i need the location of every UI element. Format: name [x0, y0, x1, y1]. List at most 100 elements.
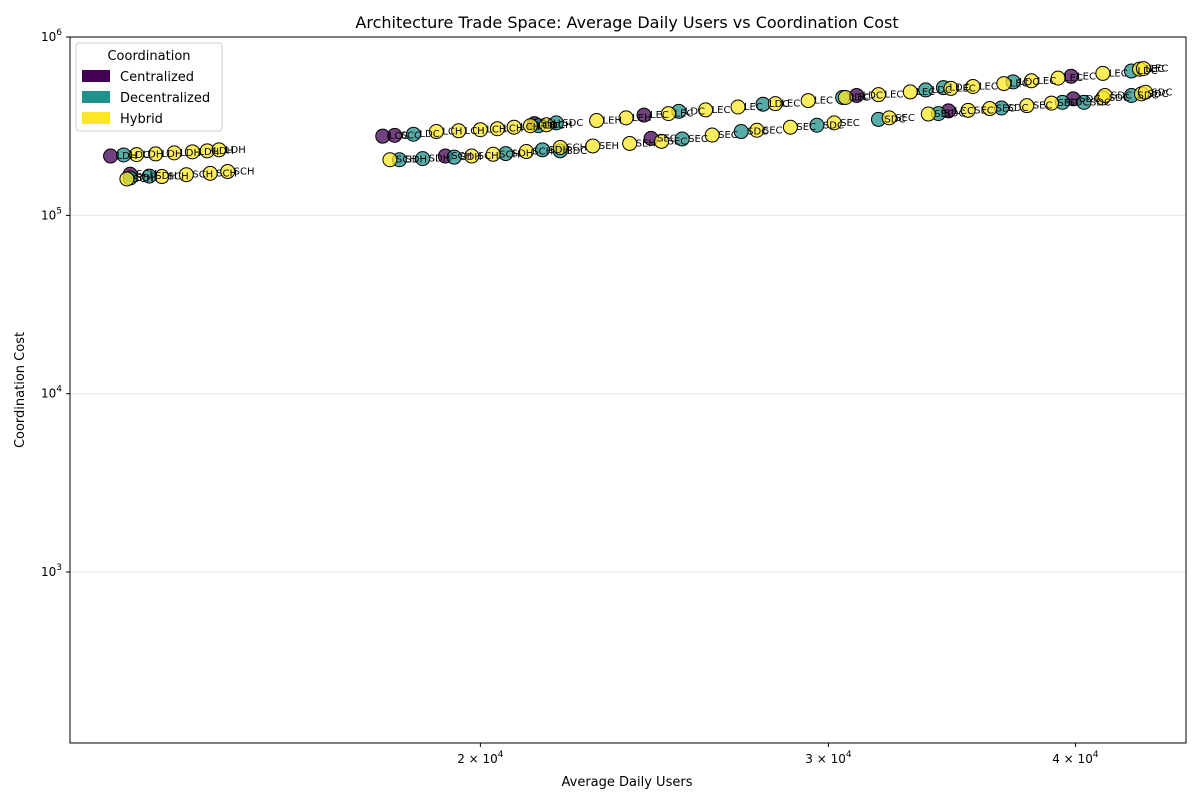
data-point-hybrid — [996, 76, 1012, 92]
data-point-hybrid — [166, 145, 182, 161]
legend-swatch-decentralized — [82, 91, 110, 103]
point-label: SEC — [763, 125, 783, 136]
point-label: LEC — [814, 96, 833, 107]
data-points — [103, 61, 1153, 187]
point-label: LDC — [130, 150, 150, 161]
point-label: SCH — [396, 155, 417, 166]
data-point-hybrid — [1023, 73, 1039, 89]
point-label: LEC — [1077, 71, 1096, 82]
data-point-hybrid — [451, 123, 467, 139]
data-point-hybrid — [618, 110, 634, 126]
point-label: SCH — [234, 167, 255, 178]
data-point-hybrid — [982, 101, 998, 117]
point-label: LCH — [486, 125, 506, 136]
point-label: LEC — [979, 81, 998, 92]
data-point-hybrid — [730, 99, 746, 115]
x-tick-exponent: 4 — [498, 750, 504, 760]
data-point-centralized — [636, 107, 652, 123]
point-label: LCC — [389, 131, 409, 142]
legend-swatch-centralized — [82, 70, 110, 82]
legend-label-hybrid: Hybrid — [120, 112, 163, 127]
point-label: SDC — [1137, 90, 1158, 101]
point-label: SEC — [688, 134, 708, 145]
point-label: LDC — [544, 121, 564, 132]
point-label: LCH — [465, 126, 485, 137]
point-label: SDC — [1109, 93, 1130, 104]
point-label: LDH — [180, 148, 201, 159]
legend-title: Coordination — [107, 49, 190, 64]
point-label: LDC — [769, 99, 789, 110]
data-point-hybrid — [1019, 98, 1035, 114]
data-point-decentralized — [674, 131, 690, 147]
point-label: LEC — [712, 105, 731, 116]
legend-box — [75, 42, 223, 132]
data-point-hybrid — [902, 84, 918, 100]
point-label: SEC — [718, 130, 738, 141]
data-point-hybrid — [154, 169, 170, 185]
legend-label-centralized: Centralized — [120, 70, 194, 85]
x-axis-label: Average Daily Users — [562, 775, 693, 790]
point-label: SDC — [944, 109, 965, 120]
data-point-hybrid — [704, 127, 720, 143]
point-label: SEH — [540, 119, 560, 130]
legend-label-decentralized: Decentralized — [120, 91, 210, 106]
point-label: LDC — [863, 90, 883, 101]
data-point-hybrid — [1095, 65, 1111, 81]
data-point-hybrid — [589, 113, 605, 129]
data-point-hybrid — [518, 144, 534, 160]
data-point-hybrid — [826, 115, 842, 131]
point-label: SDH — [460, 152, 482, 163]
point-label: LDH — [162, 149, 183, 160]
legend-swatch-hybrid — [82, 112, 110, 124]
data-point-decentralized — [446, 149, 462, 165]
data-point-hybrid — [920, 106, 936, 122]
data-point-hybrid — [202, 165, 218, 181]
point-label: SDH — [155, 171, 177, 182]
data-point-hybrid — [428, 124, 444, 140]
point-label: SEH — [636, 138, 656, 149]
point-label: LDH — [117, 151, 138, 162]
point-label: LDH — [198, 147, 219, 158]
legend-entries: Centralized Decentralized Hybrid — [82, 70, 210, 127]
x-tick-base: 3 × 10 — [805, 752, 846, 766]
data-point-hybrid — [506, 119, 522, 135]
point-label: LDC — [1019, 77, 1039, 88]
point-label: LCH — [552, 120, 572, 131]
point-label: LEC — [1064, 73, 1083, 84]
point-label: SDH — [429, 154, 451, 165]
point-label: LEC — [1109, 68, 1128, 79]
point-label: SDC — [562, 118, 583, 129]
x-tick-exponent: 4 — [846, 750, 852, 760]
data-point-hybrid — [211, 142, 227, 158]
point-label: SEC — [668, 136, 688, 147]
data-point-hybrid — [1137, 84, 1153, 100]
point-label: LEC — [916, 87, 935, 98]
data-point-hybrid — [1050, 70, 1066, 86]
data-point-hybrid — [538, 117, 554, 133]
data-point-hybrid — [660, 106, 676, 122]
data-point-hybrid — [767, 96, 783, 112]
point-label: SDC — [1090, 97, 1111, 108]
data-point-decentralized — [1076, 94, 1092, 110]
data-point-hybrid — [837, 89, 853, 105]
point-label: LEC — [957, 83, 976, 94]
point-labels: LDHLCCSCCSEHLECLDCLECSCHSCHSECLCCSDCLDCL… — [117, 64, 1173, 185]
point-label: LEC — [781, 99, 800, 110]
point-label: LDC — [932, 85, 952, 96]
data-point-hybrid — [178, 167, 194, 183]
point-label: LCC — [954, 106, 974, 117]
point-label: LEH — [632, 113, 651, 124]
point-label: SEC — [1057, 98, 1077, 109]
point-label: SDC — [823, 120, 844, 131]
point-label: LEC — [1010, 79, 1029, 90]
point-label: LDC — [1137, 66, 1157, 77]
point-label: LEC — [851, 92, 870, 103]
data-point-centralized — [387, 127, 403, 143]
point-label: SEC — [840, 118, 860, 129]
legend: Coordination Centralized Decentralized Hyb… — [75, 42, 223, 132]
data-point-hybrid — [870, 87, 886, 103]
data-point-hybrid — [1135, 61, 1151, 77]
point-label: LCH — [520, 122, 540, 133]
x-tick-label: 4 × 104 — [1052, 750, 1099, 766]
point-label: SCH — [451, 151, 472, 162]
